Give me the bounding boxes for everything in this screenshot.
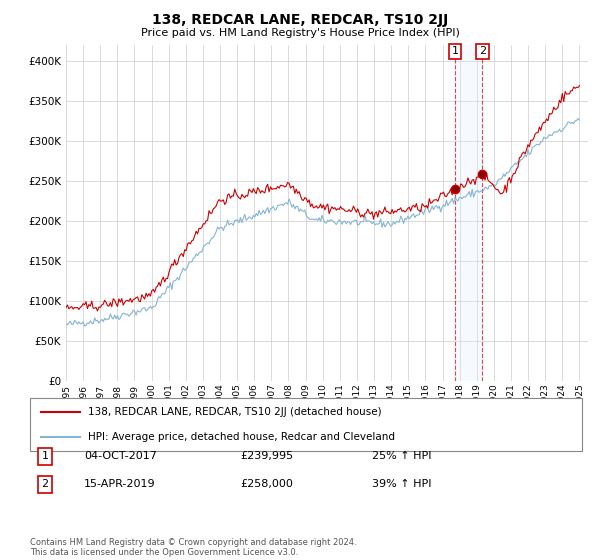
Text: 1: 1 [452, 46, 458, 57]
Text: 2: 2 [479, 46, 486, 57]
Text: 138, REDCAR LANE, REDCAR, TS10 2JJ: 138, REDCAR LANE, REDCAR, TS10 2JJ [152, 13, 448, 27]
FancyBboxPatch shape [30, 398, 582, 451]
Text: £239,995: £239,995 [240, 451, 293, 461]
Text: 15-APR-2019: 15-APR-2019 [84, 479, 155, 489]
Text: 2: 2 [41, 479, 49, 489]
Text: 25% ↑ HPI: 25% ↑ HPI [372, 451, 431, 461]
Text: 04-OCT-2017: 04-OCT-2017 [84, 451, 157, 461]
Text: Price paid vs. HM Land Registry's House Price Index (HPI): Price paid vs. HM Land Registry's House … [140, 28, 460, 38]
Text: 1: 1 [41, 451, 49, 461]
Text: £258,000: £258,000 [240, 479, 293, 489]
Bar [455, 45, 482, 381]
Text: 39% ↑ HPI: 39% ↑ HPI [372, 479, 431, 489]
Text: Contains HM Land Registry data © Crown copyright and database right 2024.
This d: Contains HM Land Registry data © Crown c… [30, 538, 356, 557]
Text: HPI: Average price, detached house, Redcar and Cleveland: HPI: Average price, detached house, Redc… [88, 432, 395, 442]
Text: 138, REDCAR LANE, REDCAR, TS10 2JJ (detached house): 138, REDCAR LANE, REDCAR, TS10 2JJ (deta… [88, 408, 382, 418]
